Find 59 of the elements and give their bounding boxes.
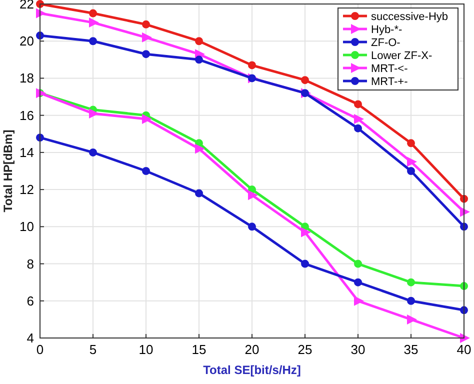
point [89, 9, 97, 18]
point [301, 260, 309, 268]
point [142, 167, 150, 175]
point [301, 76, 309, 84]
legend-label: MRT-+- [371, 76, 408, 88]
x-tick-label: 25 [298, 342, 312, 357]
point [354, 296, 364, 306]
point [354, 100, 362, 108]
point [195, 144, 205, 154]
x-tick-label: 0 [36, 342, 44, 357]
legend-label: successive-Hyb [371, 11, 448, 23]
point [354, 124, 362, 132]
y-tick-label: 10 [20, 219, 34, 234]
point [248, 222, 256, 231]
point [354, 260, 362, 268]
point [142, 20, 150, 28]
point [89, 108, 99, 118]
point [460, 333, 470, 343]
y-tick-label: 6 [26, 293, 34, 308]
point [407, 314, 417, 324]
y-axis-title: Total HP[dBm] [1, 130, 15, 212]
point [89, 148, 97, 156]
y-tick-label: 20 [20, 34, 34, 49]
y-tick-label: 18 [20, 70, 34, 86]
point [407, 296, 415, 305]
x-tick-label: 20 [244, 342, 260, 357]
legend-label: Lower ZF-X- [371, 50, 432, 62]
point [142, 114, 152, 124]
x-tick-label: 5 [89, 342, 97, 357]
point [354, 114, 364, 124]
legend-label: Hyb-*- [371, 24, 403, 36]
point [195, 189, 203, 198]
x-tick-label: 10 [138, 342, 154, 357]
legend-label: MRT-<- [371, 63, 408, 75]
x-tick-label: 30 [350, 342, 366, 357]
y-tick-label: 4 [26, 330, 34, 346]
point [407, 278, 415, 286]
point [248, 190, 258, 200]
point [354, 278, 362, 286]
point [301, 227, 311, 238]
point [248, 61, 256, 70]
y-tick-label: 16 [20, 108, 34, 123]
point [195, 37, 203, 46]
x-axis-title: Total SE[bit/s/Hz] [203, 363, 301, 377]
point [195, 56, 203, 64]
x-tick-label: 35 [404, 342, 418, 357]
point [142, 50, 150, 58]
point [89, 37, 97, 46]
point [407, 167, 415, 175]
point [407, 156, 417, 167]
y-tick-label: 14 [20, 144, 34, 160]
legend-label: ZF-O- [371, 37, 401, 49]
point [89, 18, 99, 28]
point [142, 32, 152, 42]
x-tick-label: 40 [456, 342, 472, 357]
x-tick-label: 15 [192, 342, 206, 357]
point [407, 139, 415, 148]
y-tick-label: 8 [26, 256, 34, 272]
y-tick-label: 12 [20, 182, 34, 198]
